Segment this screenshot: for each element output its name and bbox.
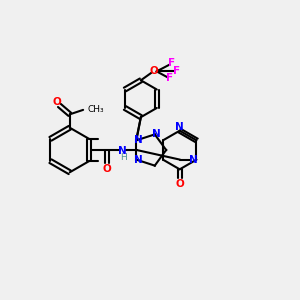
Text: F: F [166, 73, 173, 83]
Text: O: O [103, 164, 111, 174]
Text: H: H [120, 153, 127, 162]
Text: F: F [173, 66, 180, 76]
Text: N: N [134, 155, 142, 165]
Text: N: N [188, 155, 197, 165]
Text: O: O [149, 66, 158, 76]
Text: O: O [52, 98, 61, 107]
Text: N: N [118, 146, 127, 156]
Text: O: O [175, 178, 184, 189]
Text: F: F [168, 58, 175, 68]
Text: N: N [175, 122, 184, 132]
Text: CH₃: CH₃ [88, 105, 104, 114]
Text: N: N [152, 129, 161, 140]
Text: N: N [134, 135, 142, 145]
